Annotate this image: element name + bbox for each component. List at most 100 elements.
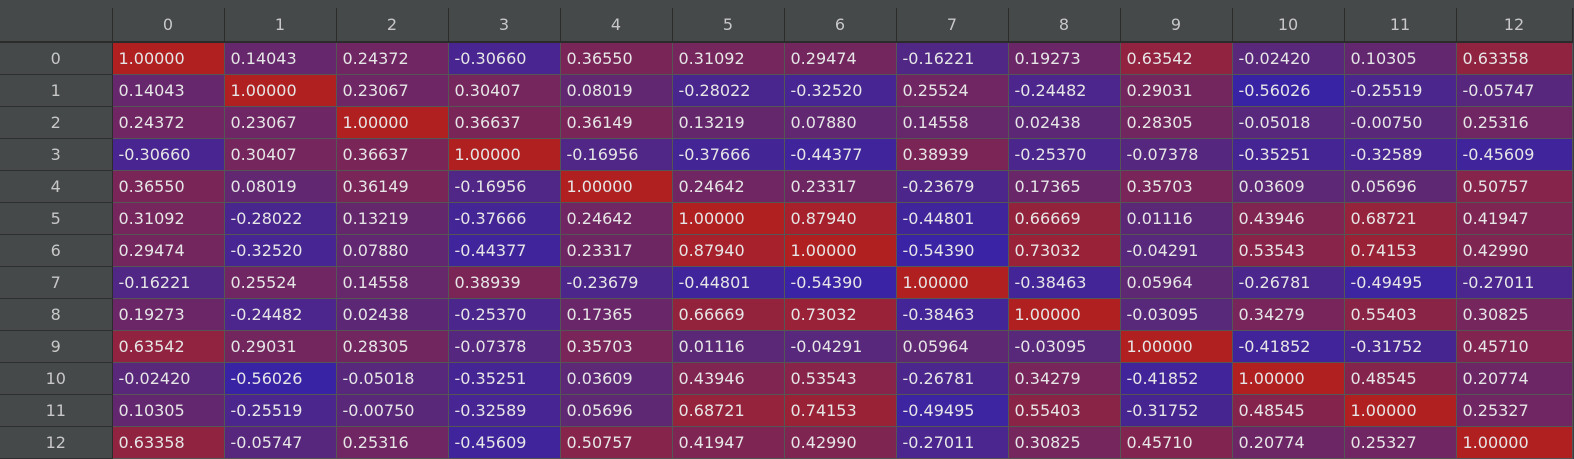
table-cell[interactable]: 0.63358 <box>1456 42 1573 75</box>
row-header-7[interactable]: 7 <box>0 266 113 299</box>
table-cell[interactable]: 0.14558 <box>336 266 449 299</box>
row-header-2[interactable]: 2 <box>0 106 113 139</box>
column-header-5[interactable]: 5 <box>672 8 785 43</box>
table-cell[interactable]: 0.74153 <box>784 394 897 427</box>
column-header-0[interactable]: 0 <box>112 8 225 43</box>
table-cell[interactable]: 0.01116 <box>672 330 785 363</box>
table-cell[interactable]: 0.28305 <box>336 330 449 363</box>
table-cell[interactable]: -0.44377 <box>784 138 897 171</box>
table-cell[interactable]: -0.26781 <box>896 362 1009 395</box>
table-cell[interactable]: -0.38463 <box>1008 266 1121 299</box>
column-header-1[interactable]: 1 <box>224 8 337 43</box>
table-cell[interactable]: 1.00000 <box>224 74 337 107</box>
table-cell[interactable]: -0.41852 <box>1232 330 1345 363</box>
table-cell[interactable]: 0.17365 <box>1008 170 1121 203</box>
table-cell[interactable]: 0.13219 <box>672 106 785 139</box>
row-header-0[interactable]: 0 <box>0 42 113 75</box>
table-cell[interactable]: 0.43946 <box>672 362 785 395</box>
table-cell[interactable]: -0.32589 <box>448 394 561 427</box>
table-cell[interactable]: 0.66669 <box>1008 202 1121 235</box>
table-cell[interactable]: 0.45710 <box>1456 330 1573 363</box>
table-cell[interactable]: -0.54390 <box>784 266 897 299</box>
table-cell[interactable]: -0.32520 <box>784 74 897 107</box>
table-cell[interactable]: 0.19273 <box>1008 42 1121 75</box>
table-cell[interactable]: 0.24642 <box>560 202 673 235</box>
column-header-11[interactable]: 11 <box>1344 8 1457 43</box>
table-cell[interactable]: 0.74153 <box>1344 234 1457 267</box>
table-cell[interactable]: -0.02420 <box>1232 42 1345 75</box>
table-cell[interactable]: 0.55403 <box>1344 298 1457 331</box>
table-cell[interactable]: 0.68721 <box>672 394 785 427</box>
table-cell[interactable]: 0.03609 <box>560 362 673 395</box>
table-cell[interactable]: 0.29031 <box>224 330 337 363</box>
table-cell[interactable]: 0.08019 <box>560 74 673 107</box>
table-cell[interactable]: -0.56026 <box>224 362 337 395</box>
table-cell[interactable]: 1.00000 <box>1232 362 1345 395</box>
table-cell[interactable]: 0.30825 <box>1008 426 1121 459</box>
column-header-12[interactable]: 12 <box>1456 8 1573 43</box>
table-cell[interactable]: 0.01116 <box>1120 202 1233 235</box>
row-header-12[interactable]: 12 <box>0 426 113 459</box>
table-cell[interactable]: 1.00000 <box>672 202 785 235</box>
table-cell[interactable]: 0.53543 <box>784 362 897 395</box>
table-cell[interactable]: 0.25327 <box>1456 394 1573 427</box>
table-cell[interactable]: 0.25327 <box>1344 426 1457 459</box>
table-cell[interactable]: 0.23317 <box>784 170 897 203</box>
table-cell[interactable]: -0.27011 <box>1456 266 1573 299</box>
table-cell[interactable]: 0.31092 <box>112 202 225 235</box>
row-header-3[interactable]: 3 <box>0 138 113 171</box>
table-cell[interactable]: 0.48545 <box>1344 362 1457 395</box>
table-cell[interactable]: 1.00000 <box>896 266 1009 299</box>
table-cell[interactable]: -0.07378 <box>448 330 561 363</box>
table-cell[interactable]: -0.02420 <box>112 362 225 395</box>
table-cell[interactable]: 1.00000 <box>560 170 673 203</box>
table-cell[interactable]: -0.31752 <box>1344 330 1457 363</box>
table-cell[interactable]: 0.30407 <box>448 74 561 107</box>
table-cell[interactable]: 0.25316 <box>1456 106 1573 139</box>
table-cell[interactable]: -0.25370 <box>448 298 561 331</box>
table-cell[interactable]: 0.05964 <box>896 330 1009 363</box>
table-cell[interactable]: 0.17365 <box>560 298 673 331</box>
table-cell[interactable]: 0.24642 <box>672 170 785 203</box>
table-cell[interactable]: -0.16956 <box>560 138 673 171</box>
table-cell[interactable]: -0.26781 <box>1232 266 1345 299</box>
column-header-8[interactable]: 8 <box>1008 8 1121 43</box>
table-cell[interactable]: 0.68721 <box>1344 202 1457 235</box>
table-cell[interactable]: -0.31752 <box>1120 394 1233 427</box>
table-cell[interactable]: 0.50757 <box>1456 170 1573 203</box>
table-cell[interactable]: 1.00000 <box>1456 426 1573 459</box>
table-cell[interactable]: 0.14043 <box>224 42 337 75</box>
table-cell[interactable]: 0.38939 <box>896 138 1009 171</box>
row-header-1[interactable]: 1 <box>0 74 113 107</box>
table-cell[interactable]: -0.30660 <box>112 138 225 171</box>
table-cell[interactable]: -0.07378 <box>1120 138 1233 171</box>
table-cell[interactable]: 0.36550 <box>560 42 673 75</box>
table-cell[interactable]: 0.34279 <box>1008 362 1121 395</box>
table-cell[interactable]: 0.05964 <box>1120 266 1233 299</box>
table-cell[interactable]: 0.29474 <box>784 42 897 75</box>
table-cell[interactable]: -0.45609 <box>448 426 561 459</box>
table-cell[interactable]: -0.56026 <box>1232 74 1345 107</box>
table-cell[interactable]: 0.03609 <box>1232 170 1345 203</box>
table-cell[interactable]: 0.30825 <box>1456 298 1573 331</box>
table-cell[interactable]: 0.36149 <box>336 170 449 203</box>
table-cell[interactable]: -0.28022 <box>672 74 785 107</box>
table-cell[interactable]: 0.36550 <box>112 170 225 203</box>
column-header-4[interactable]: 4 <box>560 8 673 43</box>
table-cell[interactable]: 0.07880 <box>784 106 897 139</box>
table-cell[interactable]: -0.38463 <box>896 298 1009 331</box>
table-cell[interactable]: -0.44801 <box>896 202 1009 235</box>
table-cell[interactable]: 0.30407 <box>224 138 337 171</box>
table-cell[interactable]: -0.04291 <box>784 330 897 363</box>
table-cell[interactable]: 0.31092 <box>672 42 785 75</box>
table-cell[interactable]: 0.63542 <box>1120 42 1233 75</box>
table-cell[interactable]: 0.73032 <box>1008 234 1121 267</box>
table-cell[interactable]: 0.25524 <box>896 74 1009 107</box>
table-cell[interactable]: 0.14043 <box>112 74 225 107</box>
table-cell[interactable]: -0.25519 <box>1344 74 1457 107</box>
table-cell[interactable]: -0.44801 <box>672 266 785 299</box>
table-cell[interactable]: 0.24372 <box>112 106 225 139</box>
table-cell[interactable]: -0.24482 <box>224 298 337 331</box>
column-header-10[interactable]: 10 <box>1232 8 1345 43</box>
table-cell[interactable]: -0.32520 <box>224 234 337 267</box>
